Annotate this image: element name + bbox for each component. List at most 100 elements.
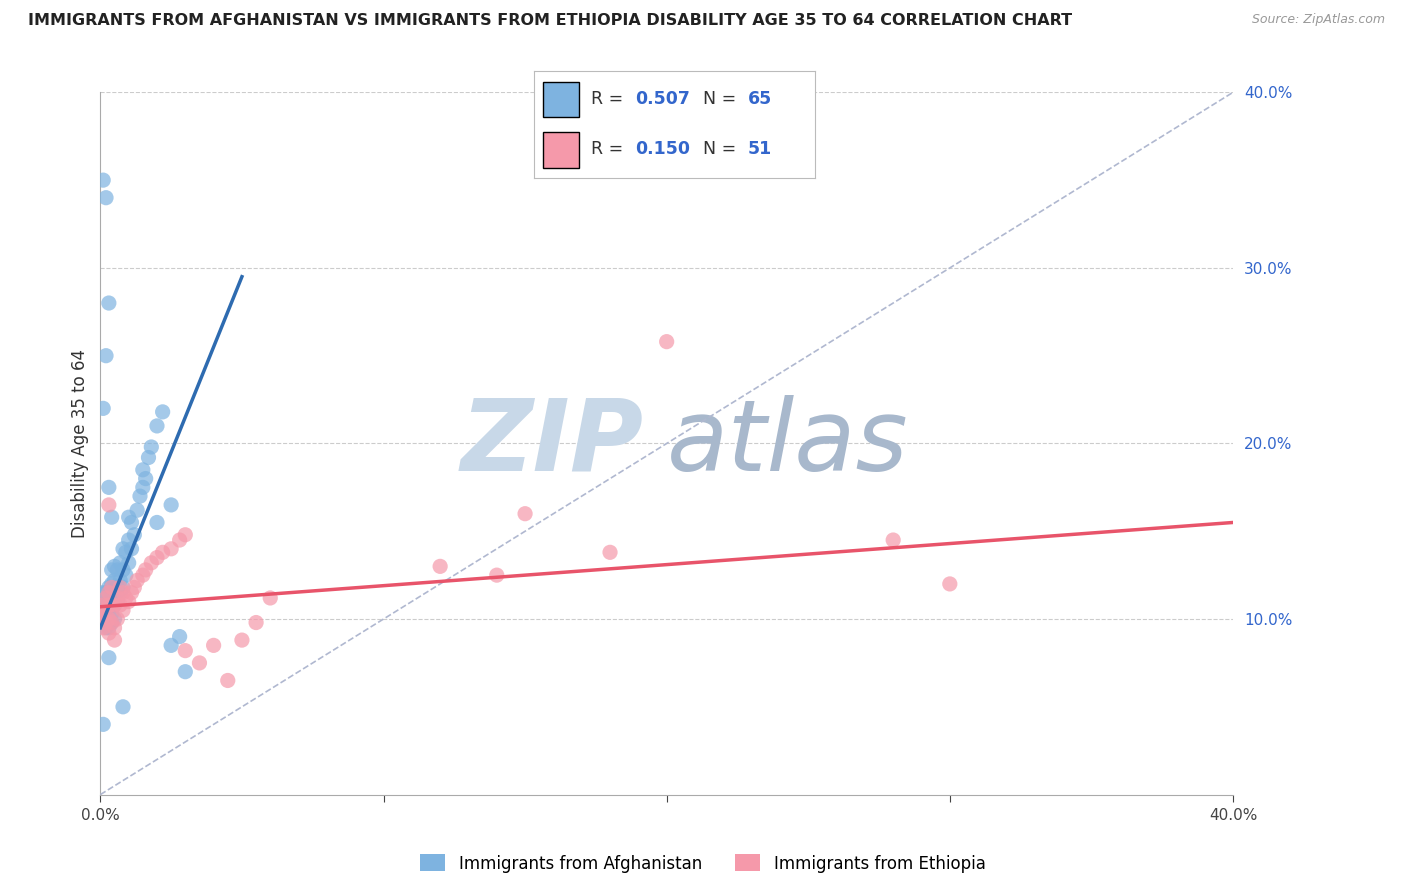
Text: N =: N = (703, 90, 742, 108)
Point (94, 591, 117, 605)
Point (97, 626, 120, 640)
Point (94, 191, 117, 205)
Point (97, 594, 120, 608)
Point (114, 591, 136, 605)
Point (100, 598, 122, 612)
Point (100, 581, 122, 595)
Point (114, 545, 136, 559)
Point (111, 541, 134, 556)
Point (100, 598, 122, 612)
Point (97, 612, 120, 626)
Text: R =: R = (591, 141, 628, 159)
Point (97, 598, 120, 612)
Point (141, 440, 163, 454)
Point (160, 541, 183, 556)
Point (91, 621, 114, 635)
Point (105, 563, 128, 577)
Point (217, 673, 239, 688)
Point (91, 612, 114, 626)
Point (103, 585, 125, 599)
Point (132, 568, 155, 582)
Point (169, 630, 191, 644)
Point (114, 568, 136, 582)
Point (174, 643, 197, 657)
Point (97, 650, 120, 665)
Point (90, 612, 112, 626)
Point (100, 615, 122, 630)
Point (152, 545, 174, 559)
Point (97, 585, 120, 599)
Point (939, 577, 962, 591)
Point (124, 581, 146, 595)
Point (103, 574, 125, 588)
Point (105, 581, 128, 595)
Point (146, 550, 169, 565)
Text: 0.507: 0.507 (636, 90, 690, 108)
Point (513, 507, 536, 521)
Text: ZIP: ZIP (461, 395, 644, 492)
Point (97, 621, 120, 635)
Point (111, 603, 134, 617)
Point (118, 594, 141, 608)
Point (97, 581, 120, 595)
Point (138, 450, 160, 465)
Point (160, 498, 183, 512)
Point (111, 581, 134, 595)
Point (108, 585, 131, 599)
Point (121, 516, 143, 530)
Point (91, 401, 114, 416)
Point (97, 498, 120, 512)
Point (100, 563, 122, 577)
Point (111, 699, 134, 714)
Point (108, 581, 131, 595)
Point (103, 633, 125, 648)
Point (100, 615, 122, 630)
Point (94, 598, 117, 612)
Point (103, 598, 125, 612)
Point (91, 585, 114, 599)
Point (94, 603, 117, 617)
Point (103, 621, 125, 635)
Point (103, 612, 125, 626)
Point (97, 296, 120, 310)
Point (97, 480, 120, 494)
Point (121, 541, 143, 556)
Point (91, 717, 114, 731)
Point (94, 585, 117, 599)
Point (174, 528, 197, 542)
Point (108, 598, 131, 612)
Point (103, 559, 125, 574)
Point (91, 598, 114, 612)
FancyBboxPatch shape (543, 132, 579, 168)
Point (245, 615, 267, 630)
Point (105, 612, 128, 626)
Point (152, 405, 174, 419)
Point (429, 559, 451, 574)
Point (135, 563, 157, 577)
Point (124, 528, 146, 542)
Point (90, 603, 112, 617)
Point (105, 591, 128, 605)
Point (105, 594, 128, 608)
Point (174, 665, 197, 679)
Point (259, 591, 281, 605)
Text: 65: 65 (748, 90, 772, 108)
Point (94, 615, 117, 630)
Point (118, 556, 141, 570)
Y-axis label: Disability Age 35 to 64: Disability Age 35 to 64 (72, 349, 89, 538)
Point (91, 608, 114, 623)
Point (132, 463, 155, 477)
Text: IMMIGRANTS FROM AFGHANISTAN VS IMMIGRANTS FROM ETHIOPIA DISABILITY AGE 35 TO 64 : IMMIGRANTS FROM AFGHANISTAN VS IMMIGRANT… (28, 13, 1073, 29)
Point (599, 545, 621, 559)
Point (118, 533, 141, 547)
Point (121, 585, 143, 599)
Point (111, 563, 134, 577)
Point (129, 489, 152, 503)
Point (485, 568, 508, 582)
Point (231, 633, 253, 648)
Point (100, 585, 122, 599)
Text: 51: 51 (748, 141, 772, 159)
Point (141, 556, 163, 570)
Point (97, 612, 120, 626)
Point (94, 349, 117, 363)
